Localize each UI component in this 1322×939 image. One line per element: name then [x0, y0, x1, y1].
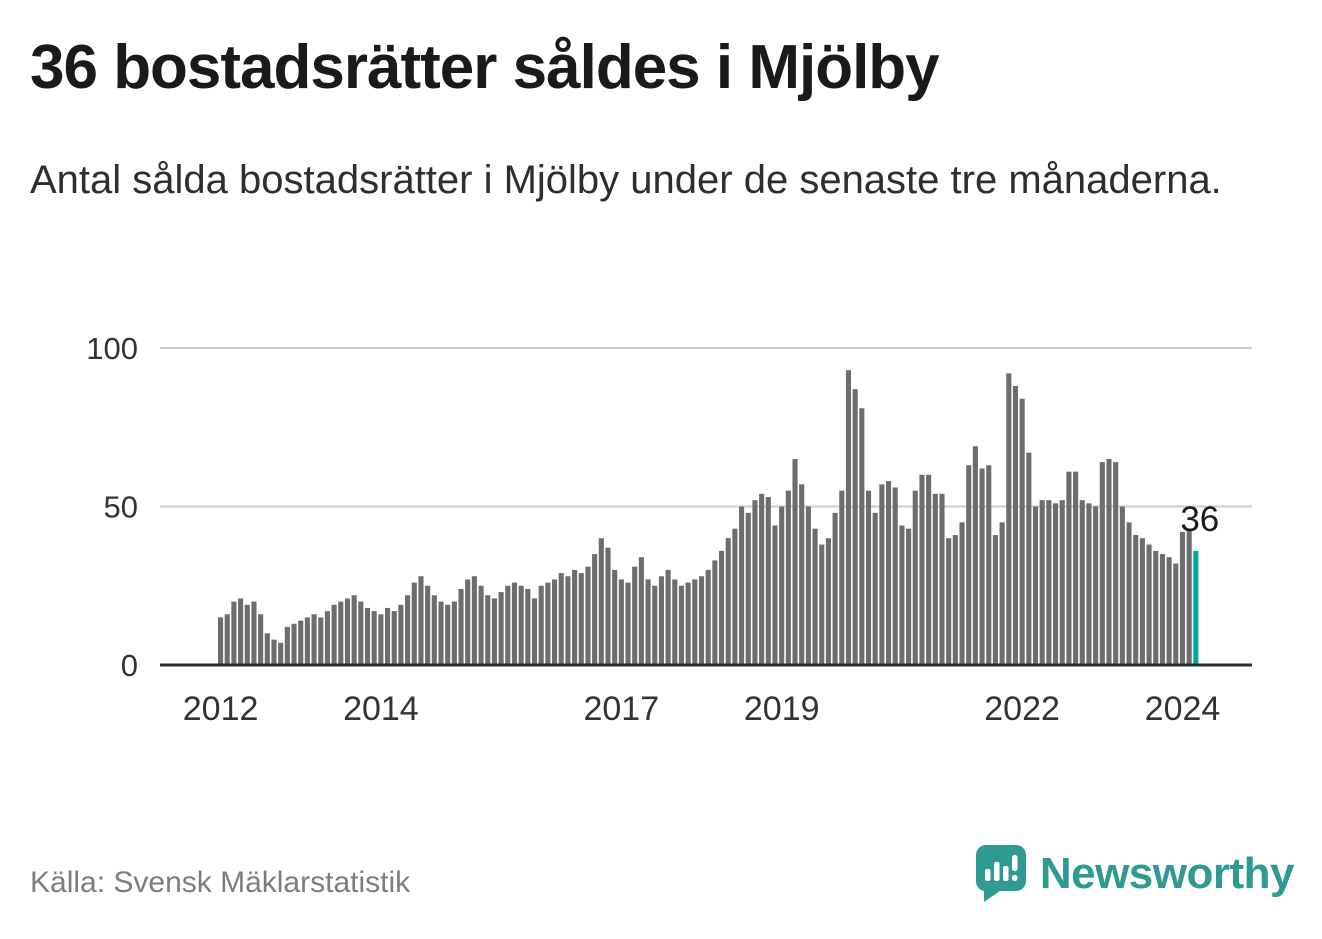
svg-text:2012: 2012	[183, 690, 259, 728]
bar-chart: 0 50 100 2012 2014 2017 2019 2022 2024 36	[0, 300, 1322, 740]
svg-text:50: 50	[104, 490, 138, 525]
chart-title: 36 bostadsrätter såldes i Mjölby	[30, 33, 940, 102]
newsworthy-icon	[975, 845, 1026, 902]
svg-text:2022: 2022	[984, 690, 1060, 728]
svg-text:36: 36	[1180, 500, 1219, 539]
svg-text:2019: 2019	[744, 690, 820, 728]
svg-text:100: 100	[86, 331, 138, 366]
brand-name: Newsworthy	[1039, 849, 1295, 898]
source-caption: Källa: Svensk Mäklarstatistik	[30, 866, 411, 899]
svg-text:2017: 2017	[583, 690, 659, 728]
bar-chart-canvas: 0 50 100 2012 2014 2017 2019 2022 2024 36	[86, 331, 1252, 728]
chart-subtitle: Antal sålda bostadsrätter i Mjölby under…	[30, 158, 1222, 202]
svg-text:2014: 2014	[343, 690, 419, 728]
svg-text:0: 0	[121, 648, 138, 683]
svg-text:2024: 2024	[1145, 690, 1221, 728]
newsworthy-logo: Newsworthy	[975, 845, 1295, 903]
